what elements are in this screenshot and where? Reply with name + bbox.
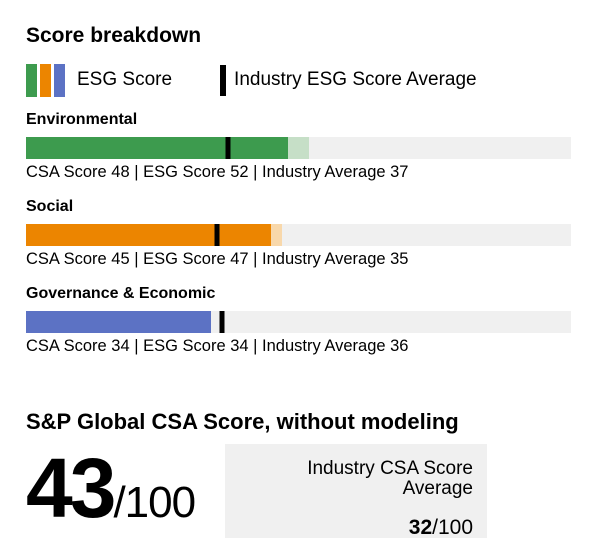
score-caption: CSA Score 34 | ESG Score 34 | Industry A… [26, 337, 409, 356]
csa-score-heading: S&P Global CSA Score, without modeling [26, 409, 459, 435]
industry-csa-average-box: Industry CSA Score Average 32/100 [225, 444, 487, 540]
score-caption: CSA Score 45 | ESG Score 47 | Industry A… [26, 250, 409, 269]
score-bar-track [26, 224, 571, 247]
csa-score-value-group: 43 /100 [26, 441, 196, 536]
legend-esg-label: ESG Score [77, 69, 173, 91]
score-section: Environmental CSA Score 48 | ESG Score 5… [26, 110, 571, 182]
csa-score-denominator: /100 [113, 478, 196, 528]
page-title: Score breakdown [26, 24, 202, 47]
score-breakdown-widget: Score breakdown ESG Score Industry ESG S… [26, 24, 609, 540]
industry-average-marker-icon [220, 64, 227, 96]
csa-score-row: 43 /100 Industry CSA Score Average 32/10… [26, 441, 609, 540]
industry-average-tick-icon [214, 224, 220, 247]
score-section: Governance & Economic CSA Score 34 | ESG… [26, 284, 571, 356]
section-label: Social [26, 198, 74, 216]
industry-csa-average-value-row: 32/100 [235, 516, 473, 540]
industry-csa-average-label: Industry CSA Score Average [307, 458, 473, 500]
esg-orange-stripe-icon [40, 63, 51, 97]
legend: ESG Score Industry ESG Score Average [26, 63, 609, 97]
score-caption: CSA Score 48 | ESG Score 52 | Industry A… [26, 163, 409, 182]
score-bar-track [26, 137, 571, 160]
score-bar-track [26, 311, 571, 334]
section-label: Environmental [26, 111, 138, 129]
csa-score-fill [26, 311, 212, 334]
legend-industry-label: Industry ESG Score Average [234, 69, 477, 91]
csa-score-fill [26, 224, 272, 247]
section-label: Governance & Economic [26, 285, 216, 303]
score-section: Social CSA Score 45 | ESG Score 47 | Ind… [26, 197, 571, 269]
industry-average-tick-icon [225, 137, 231, 160]
industry-csa-average-denominator: /100 [432, 516, 473, 540]
industry-csa-average-value: 32 [408, 516, 433, 540]
score-sections: Environmental CSA Score 48 | ESG Score 5… [26, 110, 609, 356]
esg-blue-stripe-icon [54, 63, 65, 97]
esg-score-swatch-icon [26, 63, 65, 97]
csa-score-value: 43 [26, 441, 116, 536]
esg-green-stripe-icon [26, 63, 37, 97]
csa-score-fill [26, 137, 288, 160]
industry-average-tick-icon [219, 311, 225, 334]
